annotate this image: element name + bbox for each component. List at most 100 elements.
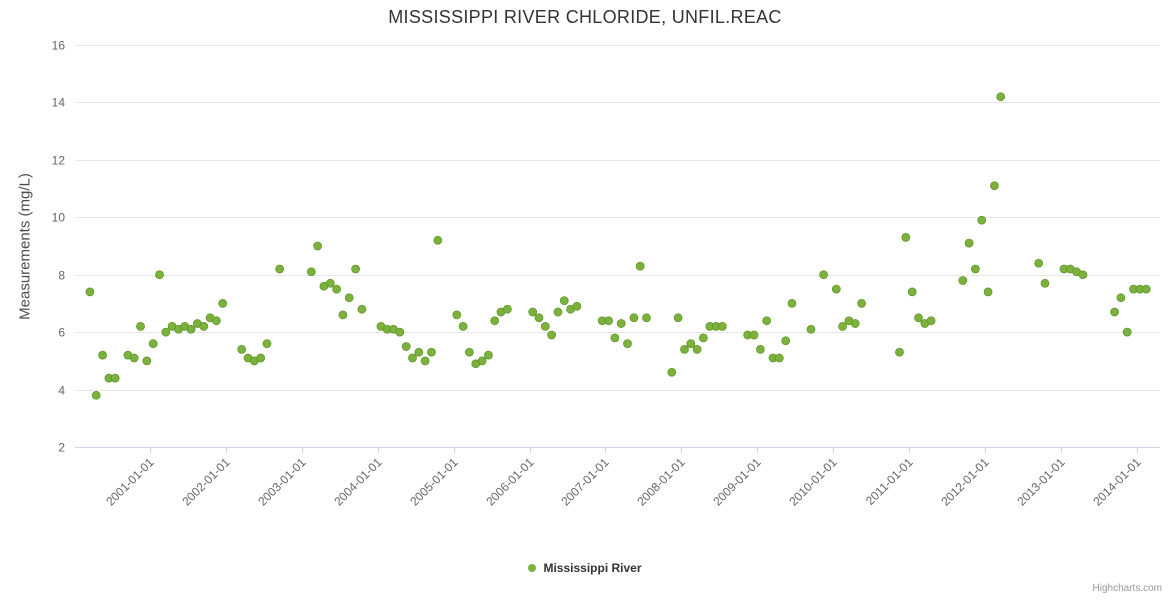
- data-point[interactable]: [667, 367, 677, 377]
- data-point[interactable]: [155, 270, 164, 280]
- data-point[interactable]: [604, 316, 613, 326]
- data-point[interactable]: [787, 299, 797, 308]
- data-point[interactable]: [275, 264, 285, 274]
- data-point[interactable]: [718, 322, 727, 331]
- data-point[interactable]: [971, 264, 980, 274]
- data-point[interactable]: [186, 324, 196, 334]
- data-point[interactable]: [781, 336, 791, 346]
- data-point[interactable]: [540, 322, 550, 331]
- data-point[interactable]: [895, 347, 904, 357]
- data-point[interactable]: [237, 345, 247, 354]
- data-point[interactable]: [692, 345, 702, 354]
- data-point[interactable]: [958, 276, 968, 285]
- data-point[interactable]: [629, 313, 639, 323]
- data-point[interactable]: [395, 327, 405, 337]
- data-point[interactable]: [838, 322, 847, 331]
- data-point[interactable]: [427, 347, 436, 357]
- data-point[interactable]: [977, 215, 987, 225]
- data-point[interactable]: [749, 330, 759, 340]
- data-point[interactable]: [433, 235, 443, 245]
- data-point[interactable]: [91, 390, 101, 400]
- y-axis-tick-label: 12: [52, 154, 66, 168]
- data-point[interactable]: [490, 316, 500, 326]
- data-point[interactable]: [1122, 327, 1132, 337]
- data-point[interactable]: [553, 307, 563, 317]
- data-point[interactable]: [996, 92, 1006, 102]
- data-point[interactable]: [610, 333, 620, 343]
- data-point[interactable]: [1110, 307, 1119, 317]
- data-point[interactable]: [616, 319, 626, 328]
- data-point[interactable]: [458, 322, 468, 331]
- data-point[interactable]: [306, 267, 316, 277]
- data-point[interactable]: [142, 356, 152, 366]
- data-point[interactable]: [528, 307, 538, 317]
- data-point[interactable]: [1141, 284, 1151, 294]
- data-point[interactable]: [1116, 293, 1126, 303]
- data-point[interactable]: [129, 353, 139, 363]
- data-point[interactable]: [85, 287, 95, 297]
- data-point[interactable]: [148, 339, 158, 348]
- data-point[interactable]: [901, 233, 911, 242]
- data-point[interactable]: [806, 324, 816, 334]
- data-point[interactable]: [857, 299, 866, 308]
- data-point[interactable]: [534, 313, 544, 323]
- x-axis-tick-label: 2004-01-01: [331, 455, 385, 509]
- data-point[interactable]: [212, 316, 221, 326]
- data-point[interactable]: [199, 322, 209, 331]
- data-point[interactable]: [699, 333, 708, 343]
- data-point[interactable]: [1034, 258, 1044, 268]
- data-point[interactable]: [819, 270, 828, 280]
- data-point[interactable]: [484, 350, 493, 360]
- data-point[interactable]: [990, 181, 999, 191]
- data-point[interactable]: [136, 322, 145, 331]
- data-point[interactable]: [831, 284, 841, 294]
- data-point[interactable]: [256, 353, 266, 363]
- data-point[interactable]: [1040, 278, 1050, 288]
- data-point[interactable]: [774, 353, 784, 363]
- credits-link[interactable]: Highcharts.com: [1092, 583, 1162, 594]
- data-point[interactable]: [686, 339, 696, 348]
- data-point[interactable]: [635, 261, 645, 271]
- data-point[interactable]: [850, 319, 860, 328]
- y-axis-tick-label: 14: [52, 96, 66, 110]
- data-point[interactable]: [325, 278, 335, 288]
- data-point[interactable]: [110, 373, 120, 383]
- data-point[interactable]: [338, 310, 348, 320]
- data-point[interactable]: [762, 316, 772, 326]
- data-point[interactable]: [332, 284, 341, 294]
- data-point[interactable]: [914, 313, 923, 323]
- data-point[interactable]: [262, 339, 272, 348]
- data-point[interactable]: [313, 241, 322, 251]
- data-point[interactable]: [218, 299, 228, 308]
- data-point[interactable]: [572, 301, 582, 311]
- data-point[interactable]: [503, 304, 512, 314]
- data-point[interactable]: [452, 310, 462, 320]
- data-point[interactable]: [420, 356, 430, 366]
- data-point[interactable]: [344, 293, 354, 303]
- data-point[interactable]: [756, 345, 765, 354]
- data-point[interactable]: [983, 287, 993, 297]
- data-point[interactable]: [161, 327, 171, 337]
- data-point[interactable]: [673, 313, 683, 323]
- x-axis-tick-label: 2010-01-01: [786, 455, 840, 509]
- data-point[interactable]: [465, 347, 474, 357]
- y-axis-tick-label: 10: [52, 211, 66, 225]
- legend-item[interactable]: Mississippi River: [0, 561, 1170, 575]
- data-point[interactable]: [559, 296, 569, 305]
- data-point[interactable]: [964, 238, 974, 248]
- data-point[interactable]: [401, 342, 411, 351]
- data-point[interactable]: [351, 264, 360, 274]
- data-point[interactable]: [926, 316, 936, 326]
- data-point[interactable]: [642, 313, 651, 323]
- data-point[interactable]: [357, 304, 367, 314]
- data-point[interactable]: [1078, 270, 1088, 280]
- data-point[interactable]: [680, 345, 689, 354]
- data-point[interactable]: [414, 347, 424, 357]
- data-point[interactable]: [547, 330, 556, 340]
- data-point[interactable]: [98, 350, 107, 360]
- data-point[interactable]: [907, 287, 917, 297]
- data-point[interactable]: [623, 339, 632, 348]
- data-point[interactable]: [408, 353, 417, 363]
- data-point[interactable]: [477, 356, 487, 366]
